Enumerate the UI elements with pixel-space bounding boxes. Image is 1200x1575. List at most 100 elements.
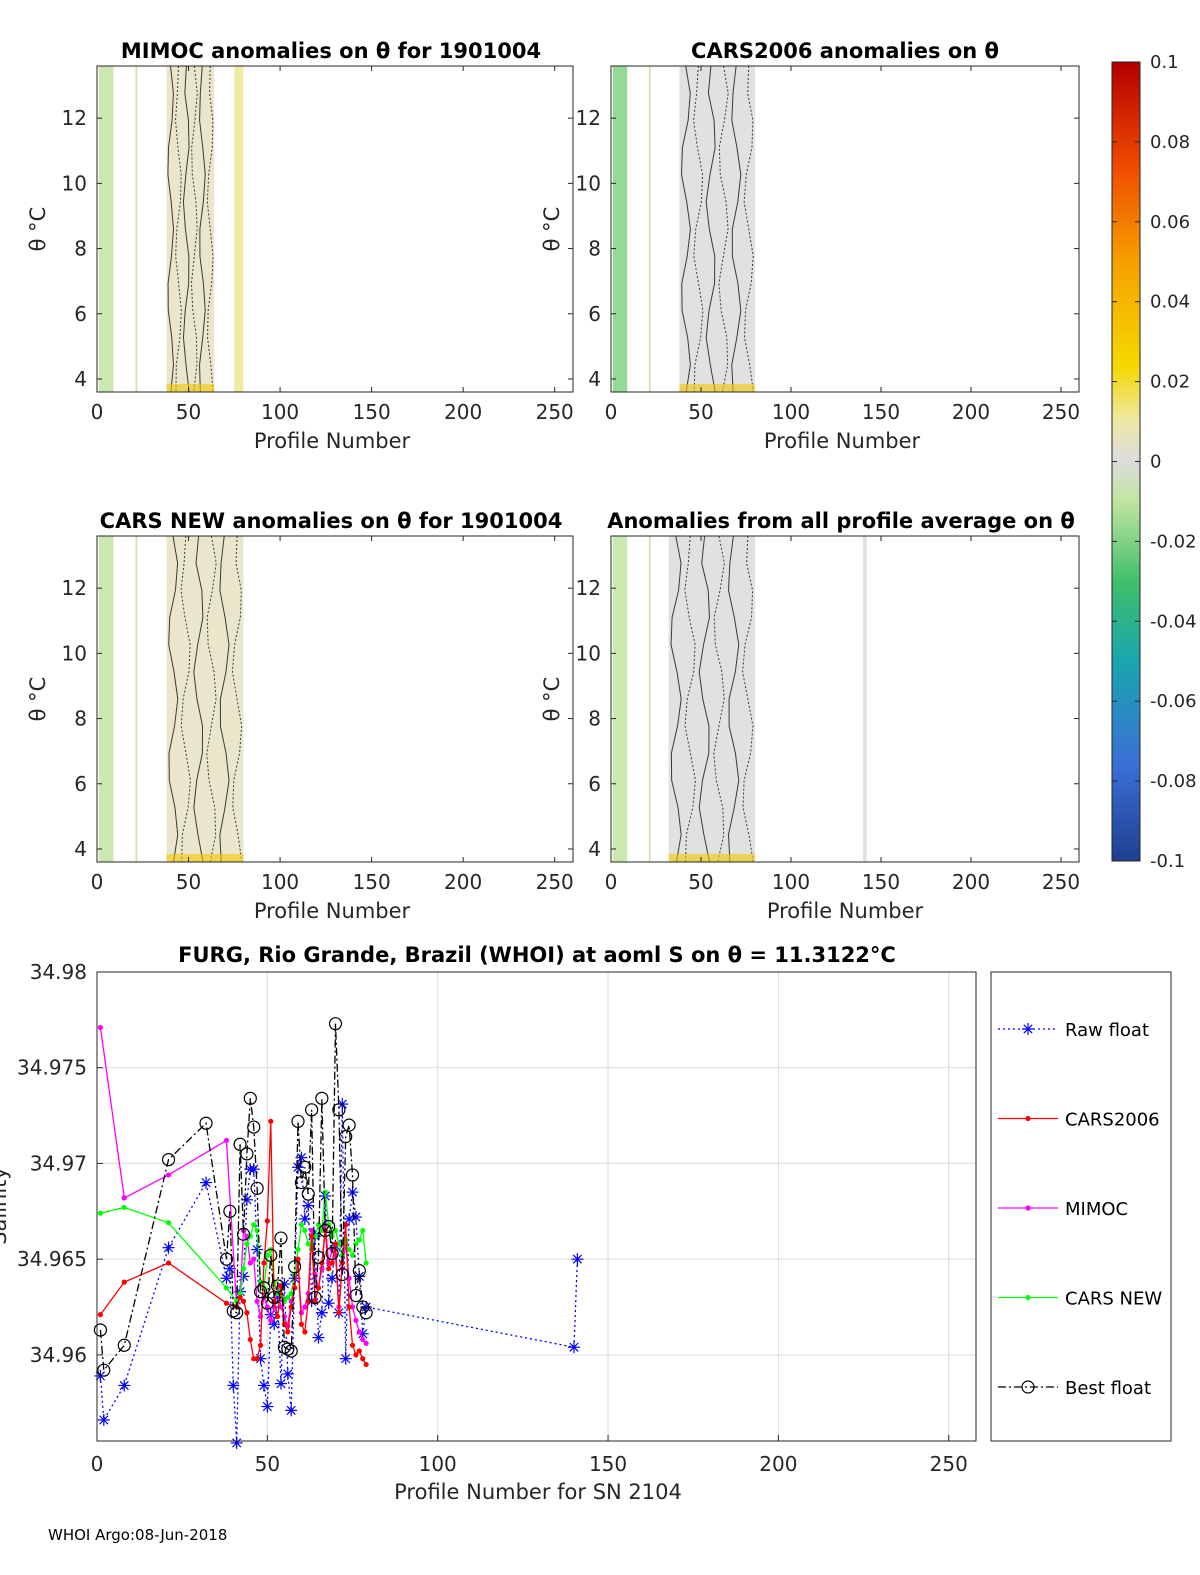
contour-line xyxy=(180,535,191,863)
y-tick-label: 34.98 xyxy=(30,960,87,984)
colorbar-tick-label: 0 xyxy=(1150,452,1161,473)
contour-line xyxy=(698,535,711,863)
data-point-best-float xyxy=(270,1279,285,1293)
anomaly-block xyxy=(111,66,114,392)
series-line-best-float xyxy=(99,1023,367,1372)
anomaly-bottom-band xyxy=(668,854,755,862)
data-point-raw-float xyxy=(227,1379,240,1392)
x-tick-label: 50 xyxy=(255,1452,280,1476)
contour-line xyxy=(718,65,729,393)
data-point-best-float xyxy=(247,1120,261,1134)
data-point-cars2006 xyxy=(353,1352,359,1358)
data-point-cars-new xyxy=(305,1241,311,1247)
data-point-best-float xyxy=(345,1168,360,1182)
data-point-raw-float xyxy=(322,1297,335,1310)
star-stroke xyxy=(351,1212,361,1222)
data-point-raw-float xyxy=(567,1341,580,1354)
data-point-best-float xyxy=(253,1285,268,1299)
data-point-best-float xyxy=(359,1306,373,1320)
data-point-best-float xyxy=(315,1091,329,1105)
x-tick-label: 50 xyxy=(176,400,201,424)
legend-marker xyxy=(1025,1294,1031,1301)
y-tick-label: 6 xyxy=(74,302,87,326)
data-point-raw-float xyxy=(339,1352,352,1365)
legend-label: Raw float xyxy=(1065,1020,1149,1041)
star-stroke xyxy=(1023,1024,1033,1034)
data-point-best-float xyxy=(332,1103,346,1117)
legend-item-cars-new: CARS NEW xyxy=(998,1289,1162,1310)
x-tick-label: 0 xyxy=(91,1452,104,1476)
data-point-cars2006 xyxy=(274,1313,281,1320)
y-axis-label: θ °C xyxy=(540,207,564,252)
contour-line xyxy=(206,535,217,863)
star-stroke xyxy=(317,1308,327,1318)
data-point-best-float xyxy=(240,1147,254,1161)
data-point-cars2006 xyxy=(343,1222,349,1228)
contour-line xyxy=(713,535,725,863)
data-point-best-float xyxy=(243,1091,257,1105)
data-point-raw-float xyxy=(257,1379,270,1392)
anomaly-block xyxy=(135,536,138,862)
anomaly-bottom-band xyxy=(166,384,215,392)
contour-line xyxy=(175,65,182,393)
x-tick-label: 200 xyxy=(952,400,990,424)
plot-background xyxy=(97,972,976,1441)
x-tick-label: 0 xyxy=(605,870,618,894)
x-tick-label: 0 xyxy=(91,400,104,424)
contour-line xyxy=(681,65,691,393)
data-point-cars2006 xyxy=(298,1321,305,1327)
data-point-mimoc xyxy=(264,1304,270,1310)
contour-line xyxy=(206,65,214,393)
data-point-best-float xyxy=(226,1304,240,1318)
y-tick-label: 6 xyxy=(588,772,601,796)
data-point-mimoc xyxy=(165,1172,172,1178)
data-point-best-float xyxy=(250,1181,264,1195)
data-point-cars2006 xyxy=(240,1298,247,1304)
y-tick-label: 10 xyxy=(576,171,601,195)
y-axis-label: Salinity xyxy=(0,1167,11,1245)
anomaly-panel-2: 0 50 100 150 200 250 4 6 8 10 12 Profile Number θ °C… xyxy=(540,39,1080,453)
star-stroke xyxy=(228,1380,238,1391)
data-point-cars2006 xyxy=(360,1356,366,1362)
contour-line xyxy=(742,535,754,863)
x-tick-label: 200 xyxy=(759,1452,797,1476)
y-tick-label: 34.975 xyxy=(17,1056,87,1080)
data-point-cars-new xyxy=(223,1285,230,1291)
y-tick-label: 34.96 xyxy=(30,1343,87,1367)
star-stroke xyxy=(286,1405,296,1415)
x-tick-label: 150 xyxy=(589,1452,627,1476)
data-point-cars2006 xyxy=(223,1300,230,1306)
data-point-best-float xyxy=(298,1160,312,1174)
data-point-best-float xyxy=(161,1152,176,1167)
data-point-cars2006 xyxy=(244,1310,250,1316)
anomaly-block xyxy=(98,536,114,862)
star-stroke xyxy=(119,1380,129,1391)
panel-title: CARS NEW anomalies on θ for 1901004 xyxy=(100,509,563,533)
panel-axes-box xyxy=(610,65,1080,393)
colorbar-tick-label: -0.02 xyxy=(1150,531,1197,552)
anomaly-panel-4: 0 50 100 150 200 250 4 6 8 10 12 Profile Number θ °C… xyxy=(540,509,1080,923)
data-point-best-float xyxy=(294,1175,309,1190)
data-point-best-float xyxy=(291,1114,305,1128)
star-stroke xyxy=(95,1371,106,1381)
data-point-best-float xyxy=(288,1260,302,1274)
anomaly-bottom-band xyxy=(166,854,244,862)
contour-line xyxy=(182,65,190,393)
x-tick-label: 50 xyxy=(176,870,201,894)
data-point-best-float xyxy=(257,1281,271,1295)
data-point-mimoc xyxy=(353,1317,359,1323)
contour-line xyxy=(731,65,742,393)
data-point-raw-float xyxy=(220,1272,233,1285)
data-point-cars-new xyxy=(237,1291,243,1297)
data-point-mimoc xyxy=(121,1195,127,1201)
y-tick-label: 6 xyxy=(74,772,87,796)
y-tick-label: 8 xyxy=(74,707,87,731)
data-point-raw-float xyxy=(247,1163,260,1176)
data-point-cars2006 xyxy=(346,1304,352,1310)
data-point-best-float xyxy=(308,1290,322,1305)
x-tick-label: 150 xyxy=(862,400,900,424)
x-tick-label: 250 xyxy=(536,870,574,894)
data-point-raw-float xyxy=(312,1331,325,1344)
anomaly-block xyxy=(234,66,244,392)
